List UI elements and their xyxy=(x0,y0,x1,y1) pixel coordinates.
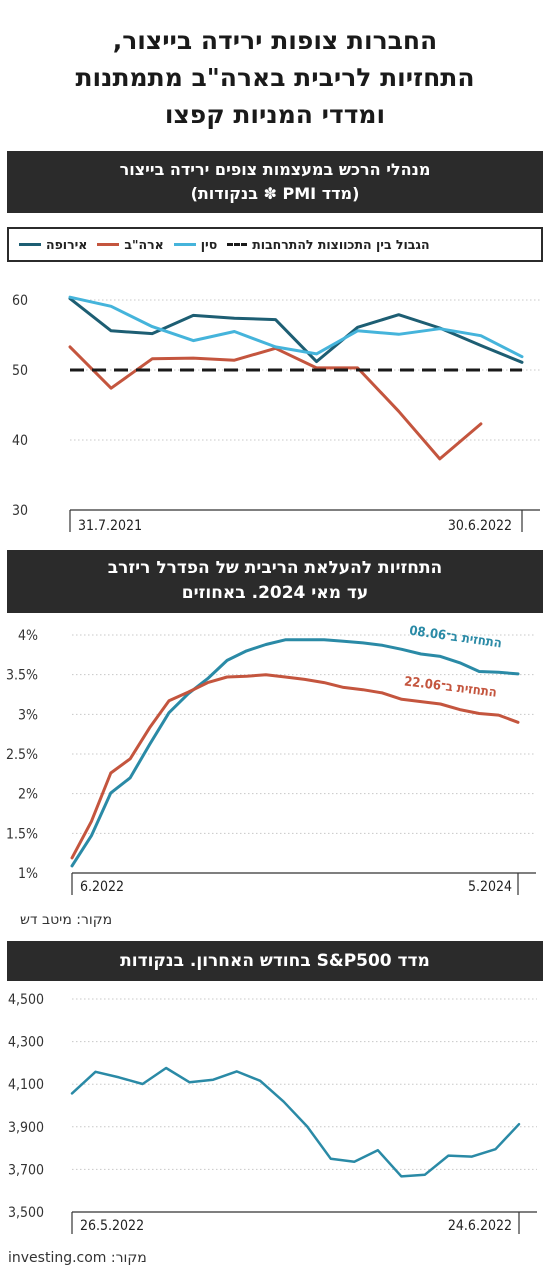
headline-line-2: התחזיות לריבית בארה"ב מתמתנות xyxy=(75,63,475,92)
sp-source: מקור: investing.com xyxy=(8,1250,147,1266)
fed-source: מקור: מיטב דש xyxy=(20,912,113,928)
headline-line-1: החברות צופות ירידה בייצור, xyxy=(112,26,438,55)
legend-swatch-china xyxy=(173,243,196,246)
y-tick-label: 3.5% xyxy=(6,668,38,684)
legend-label-europe: אירופה xyxy=(46,237,88,252)
fed-title: התחזיות להעלאת הריבית של הפדרל ריזרב xyxy=(107,558,443,578)
fed-subtitle: עד מאי 2024. באחוזים xyxy=(181,583,369,603)
series-line-sp xyxy=(70,1066,521,1178)
legend-item-europe: אירופה xyxy=(19,237,87,252)
y-tick-label: 3% xyxy=(18,707,38,723)
pmi-title: מנהלי הרכש במעצמות צופים ירידה בייצור xyxy=(119,160,431,179)
fed-chart: 1% 1.5% 2% 2.5% 3% 3.5% 4% 6.2022 5.2024 התחזית ב… xyxy=(6,624,536,895)
x-end-label: 30.6.2022 xyxy=(448,518,512,534)
x-end-label: 5.2024 xyxy=(468,879,512,895)
y-tick-label: 4,300 xyxy=(8,1035,44,1051)
sp-title-bar: מדד S&P500 בחודש האחרון. בנקודות xyxy=(7,941,543,981)
x-start-label: 6.2022 xyxy=(80,879,124,895)
pmi-legend: אירופה ארה"ב סין הגבול בין התכווצות להתר… xyxy=(7,227,543,262)
y-tick-label: 40 xyxy=(12,433,28,449)
y-tick-label: 2% xyxy=(18,787,38,803)
x-start-label: 31.7.2021 xyxy=(78,518,142,534)
y-tick-label: 3,700 xyxy=(8,1162,44,1178)
legend-label-china: סין xyxy=(200,237,218,252)
series-line-usa xyxy=(68,345,483,461)
x-start-label: 26.5.2022 xyxy=(80,1218,144,1234)
legend-item-threshold: הגבול בין התכווצות להתרחבות xyxy=(227,237,430,252)
y-tick-label: 3,900 xyxy=(8,1120,44,1136)
y-tick-label: 60 xyxy=(12,293,28,309)
pmi-subtitle: (מדד PMI ✽ בנקודות) xyxy=(190,184,360,203)
x-end-label: 24.6.2022 xyxy=(448,1218,512,1234)
legend-item-usa: ארה"ב xyxy=(97,237,164,252)
legend-label-threshold: הגבול בין התכווצות להתרחבות xyxy=(252,237,430,252)
series-label-0806: התחזית ב־08.06 xyxy=(408,624,502,652)
sp-title: מדד S&P500 בחודש האחרון. בנקודות xyxy=(120,951,430,971)
series-line-fed_2206 xyxy=(70,673,520,860)
y-tick-label: 30 xyxy=(12,503,28,519)
y-tick-label: 4% xyxy=(18,628,38,644)
y-tick-label: 50 xyxy=(12,363,28,379)
pmi-chart: 30 40 50 60 31.7.2021 30.6.2022 xyxy=(12,293,540,534)
series-label-2206: התחזית ב־22.06 xyxy=(403,674,497,700)
legend-item-china: סין xyxy=(173,237,218,252)
series-line-china xyxy=(68,295,524,359)
headline: החברות צופות ירידה בייצור, התחזיות לריבי… xyxy=(0,22,550,133)
y-tick-label: 3,500 xyxy=(8,1205,44,1221)
y-tick-label: 1% xyxy=(18,866,38,882)
sp-chart: 3,500 3,700 3,900 4,100 4,300 4,500 26.5.2022 2… xyxy=(8,992,537,1234)
y-tick-label: 1.5% xyxy=(6,826,38,842)
legend-swatch-usa xyxy=(97,243,120,246)
y-tick-label: 4,500 xyxy=(8,992,44,1008)
headline-line-3: ומדדי המניות קפצו xyxy=(164,100,386,129)
y-tick-label: 4,100 xyxy=(8,1077,44,1093)
series-line-fed_0806 xyxy=(70,638,520,868)
y-tick-label: 2.5% xyxy=(6,747,38,763)
pmi-title-bar: מנהלי הרכש במעצמות צופים ירידה בייצור (מ… xyxy=(7,151,543,213)
legend-label-usa: ארה"ב xyxy=(124,237,164,252)
fed-title-bar: התחזיות להעלאת הריבית של הפדרל ריזרב עד … xyxy=(7,550,543,613)
legend-swatch-threshold xyxy=(227,243,248,246)
legend-swatch-europe xyxy=(19,243,41,246)
